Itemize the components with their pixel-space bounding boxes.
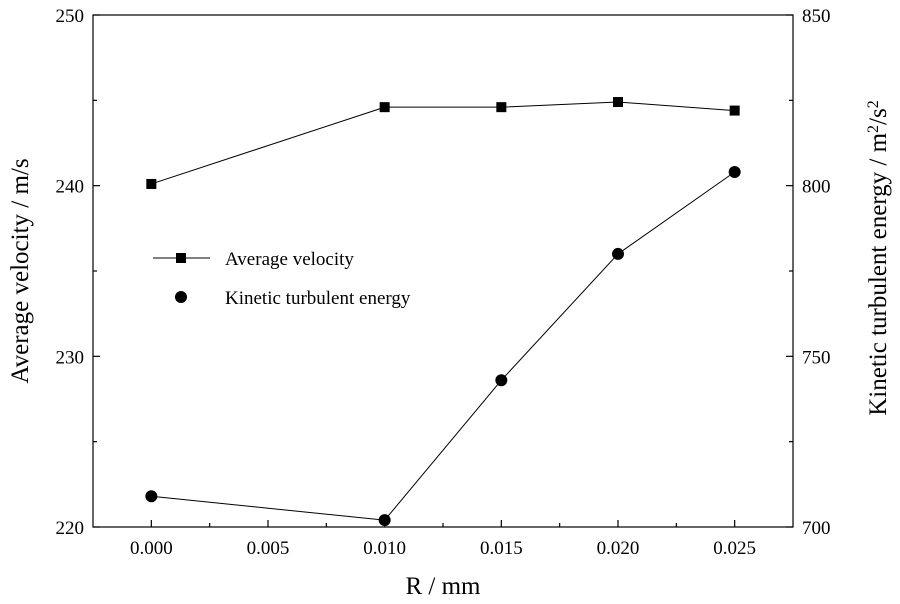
right-y-title-sup2: 2 bbox=[865, 100, 882, 108]
data-point-average-velocity bbox=[379, 102, 390, 113]
series-line-average-velocity bbox=[151, 101, 735, 185]
legend-label-kinetic-turbulent-energy: Kinetic turbulent energy bbox=[225, 288, 411, 309]
data-point-kinetic-turbulent-energy bbox=[612, 247, 624, 260]
right-y-title-base: Kinetic turbulent energy / m bbox=[865, 132, 892, 415]
x-tick-label: 0.015 bbox=[480, 538, 523, 559]
y-left-tick-label: 230 bbox=[56, 347, 85, 368]
x-tick-label: 0.010 bbox=[363, 538, 406, 559]
right-y-axis-title: Kinetic turbulent energy / m2/s2 bbox=[865, 100, 893, 416]
y-right-tick-label: 750 bbox=[802, 347, 831, 368]
x-tick-label: 0.005 bbox=[247, 538, 290, 559]
left-y-axis-ticks: 220 230 240 250 bbox=[56, 6, 100, 539]
data-point-kinetic-turbulent-energy bbox=[495, 374, 508, 387]
data-point-average-velocity bbox=[729, 105, 740, 116]
right-y-axis-ticks: 700 750 800 850 bbox=[786, 6, 831, 539]
data-point-kinetic-turbulent-energy bbox=[145, 490, 158, 503]
y-left-tick-label: 240 bbox=[56, 177, 85, 198]
y-right-tick-label: 800 bbox=[802, 177, 831, 198]
x-tick-label: 0.020 bbox=[597, 538, 640, 559]
legend-marker-square bbox=[176, 253, 186, 263]
legend-marker-circle bbox=[175, 291, 187, 303]
right-y-title-mid: /s bbox=[865, 108, 892, 125]
x-axis-title: R / mm bbox=[405, 573, 481, 600]
y-right-tick-label: 850 bbox=[802, 6, 831, 27]
x-tick-label: 0.000 bbox=[130, 538, 173, 559]
data-point-average-velocity bbox=[496, 102, 507, 113]
x-tick-label: 0.025 bbox=[713, 538, 756, 559]
legend-label-average-velocity: Average velocity bbox=[225, 249, 354, 270]
x-axis-ticks: 0.000 0.005 0.010 0.015 0.020 0.025 bbox=[130, 520, 756, 559]
data-point-average-velocity bbox=[613, 97, 623, 108]
y-left-tick-label: 250 bbox=[56, 6, 85, 27]
data-point-average-velocity bbox=[146, 178, 157, 189]
series-layer bbox=[145, 97, 741, 527]
left-y-axis-title: Average velocity / m/s bbox=[7, 158, 34, 383]
legend: Average velocity Kinetic turbulent energ… bbox=[153, 249, 411, 309]
right-y-title-sup1: 2 bbox=[865, 125, 882, 133]
series-line-kinetic-turbulent-energy bbox=[151, 171, 735, 521]
y-right-tick-label: 700 bbox=[802, 518, 831, 539]
y-left-tick-label: 220 bbox=[56, 518, 85, 539]
data-point-kinetic-turbulent-energy bbox=[728, 166, 741, 179]
data-point-kinetic-turbulent-energy bbox=[378, 514, 391, 527]
